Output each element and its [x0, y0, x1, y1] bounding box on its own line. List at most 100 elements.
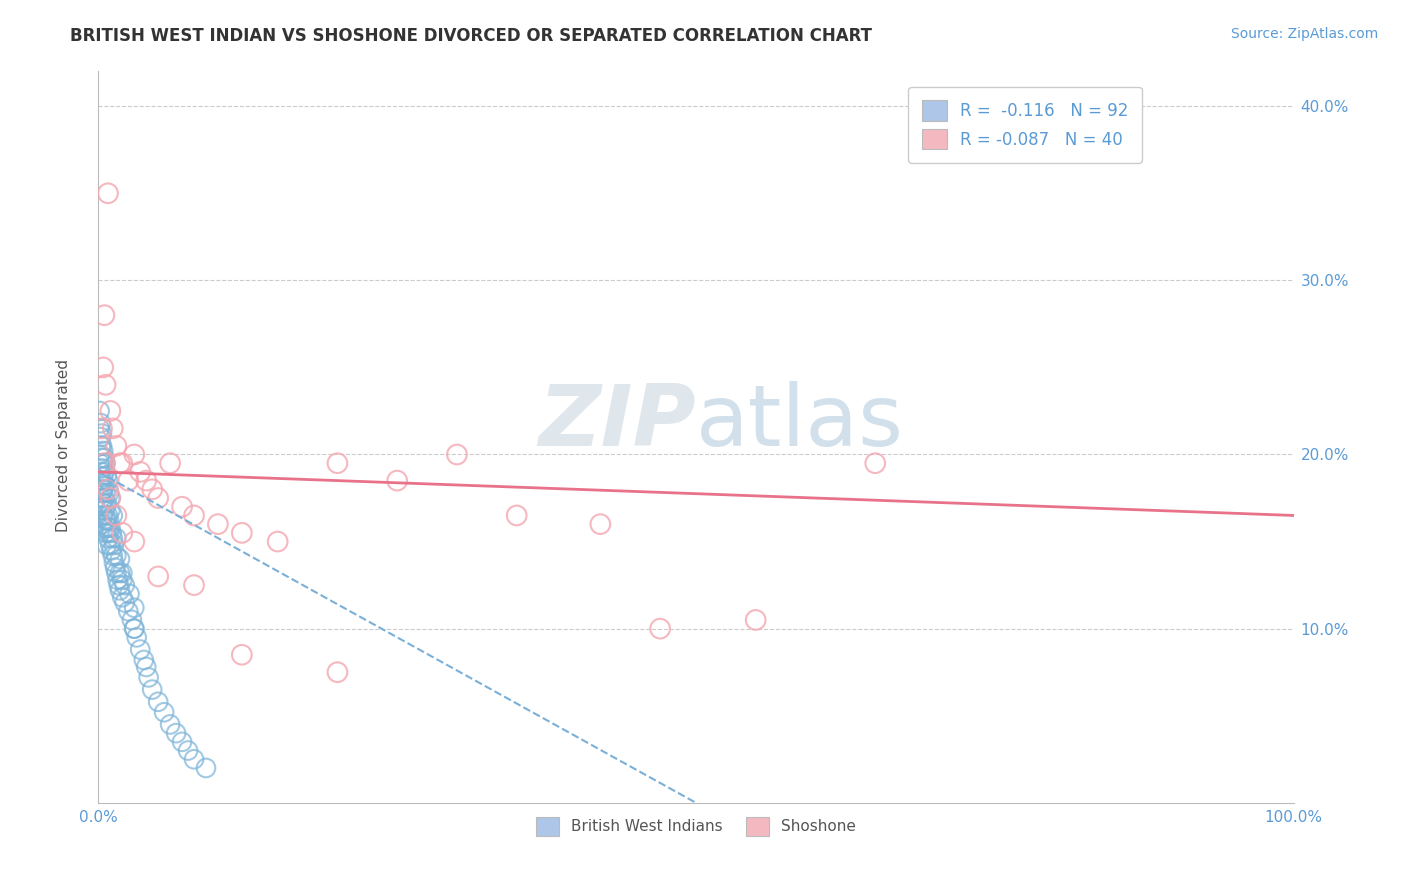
Point: [101, 531, 124, 545]
Point: [100, 543, 122, 558]
Point: [98, 521, 122, 535]
Point: [159, 456, 181, 470]
Point: [97, 531, 120, 545]
Point: [93, 503, 115, 517]
Point: [91, 517, 114, 532]
Point: [91, 444, 114, 458]
Point: [91, 450, 114, 465]
Point: [153, 705, 176, 719]
Point: [589, 517, 612, 532]
Point: [385, 474, 409, 488]
Point: [107, 573, 129, 587]
Point: [195, 761, 218, 775]
Point: [231, 648, 253, 662]
Point: [91, 508, 114, 523]
Point: [91, 483, 114, 497]
Point: [91, 439, 114, 453]
Point: [105, 508, 128, 523]
Point: [105, 439, 128, 453]
Point: [132, 653, 155, 667]
Point: [138, 670, 160, 684]
Point: [129, 465, 152, 479]
Point: [114, 578, 136, 592]
Point: [93, 479, 115, 493]
Point: [90, 430, 112, 444]
Point: [91, 360, 114, 375]
Point: [93, 456, 115, 470]
Point: [91, 496, 114, 510]
Point: [91, 500, 114, 514]
Point: [89, 448, 111, 462]
Point: [172, 500, 194, 514]
Point: [91, 474, 114, 488]
Point: [98, 491, 122, 505]
Point: [90, 465, 112, 479]
Point: [94, 512, 117, 526]
Point: [91, 485, 114, 500]
Point: [165, 726, 187, 740]
Point: [89, 404, 111, 418]
Point: [91, 421, 114, 435]
Point: [326, 456, 349, 470]
Point: [326, 665, 349, 680]
Point: [93, 465, 115, 479]
Point: [172, 735, 194, 749]
Point: [108, 456, 131, 470]
Point: [94, 485, 117, 500]
Point: [104, 560, 127, 574]
Point: [129, 642, 152, 657]
Point: [231, 525, 253, 540]
Point: [107, 578, 129, 592]
Point: [124, 534, 146, 549]
Point: [148, 491, 170, 505]
Point: [118, 587, 141, 601]
Point: [89, 474, 111, 488]
Point: [98, 525, 121, 540]
Point: [101, 549, 124, 563]
Point: [108, 552, 131, 566]
Point: [183, 508, 205, 523]
Point: [135, 660, 157, 674]
Point: [125, 631, 148, 645]
Point: [105, 549, 128, 563]
Point: [96, 514, 118, 528]
Point: [89, 421, 111, 435]
Point: [111, 525, 134, 540]
Point: [98, 491, 122, 505]
Point: [89, 456, 111, 470]
Point: [97, 521, 120, 535]
Point: [111, 456, 134, 470]
Text: Source: ZipAtlas.com: Source: ZipAtlas.com: [1230, 27, 1378, 41]
Point: [108, 583, 131, 598]
Point: [93, 308, 115, 322]
Point: [103, 556, 125, 570]
Point: [91, 470, 114, 484]
Point: [98, 404, 122, 418]
Point: [93, 521, 115, 535]
Point: [91, 426, 114, 441]
Text: atlas: atlas: [696, 381, 904, 464]
Point: [98, 538, 122, 552]
Point: [124, 622, 146, 636]
Text: BRITISH WEST INDIAN VS SHOSHONE DIVORCED OR SEPARATED CORRELATION CHART: BRITISH WEST INDIAN VS SHOSHONE DIVORCED…: [70, 27, 872, 45]
Point: [97, 483, 120, 497]
Point: [105, 566, 128, 580]
Point: [93, 491, 115, 505]
Point: [267, 534, 290, 549]
Point: [91, 461, 114, 475]
Point: [183, 752, 205, 766]
Point: [177, 743, 200, 757]
Point: [97, 474, 120, 488]
Point: [97, 186, 120, 201]
Point: [93, 450, 115, 465]
Point: [114, 595, 136, 609]
Point: [183, 578, 205, 592]
Point: [96, 538, 118, 552]
Point: [98, 503, 122, 517]
Point: [98, 514, 121, 528]
Point: [96, 468, 118, 483]
Point: [97, 508, 120, 523]
Point: [101, 508, 124, 523]
Point: [124, 448, 146, 462]
Point: [124, 622, 146, 636]
